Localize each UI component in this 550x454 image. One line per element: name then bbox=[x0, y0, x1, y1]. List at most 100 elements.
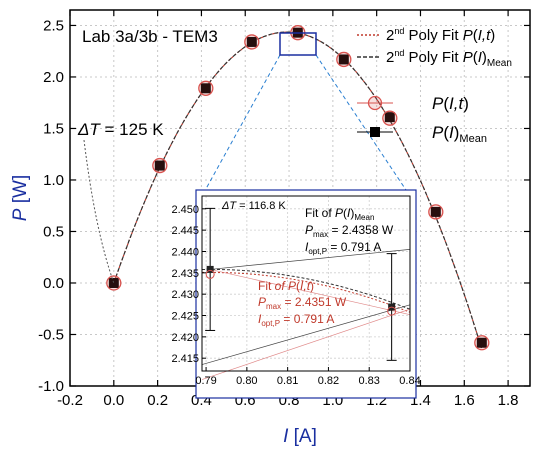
inset-fit-pt bbox=[201, 271, 411, 313]
point-mean bbox=[384, 112, 395, 123]
zoom-box bbox=[279, 32, 317, 56]
inset-pt-iopt: Iopt,P = 0.791 A bbox=[258, 312, 334, 328]
inset-mean-fit-sub: Mean bbox=[354, 213, 374, 222]
y-tick-label: 2.5 bbox=[43, 17, 64, 34]
inset-x-tick-label: 0.84 bbox=[399, 375, 420, 387]
legend-var: I,t bbox=[449, 94, 464, 113]
legend-text: Poly Fit bbox=[404, 49, 462, 66]
legend-text-fit-pt: 2nd Poly Fit P(I,t) bbox=[386, 26, 495, 44]
iopt-value: = 0.791 A bbox=[280, 312, 334, 326]
legend-var: I bbox=[449, 123, 454, 142]
inset-point-mean bbox=[206, 265, 214, 273]
x-tick-label: 0.0 bbox=[103, 392, 124, 409]
inset-pt-fit-paren: ( bbox=[296, 279, 300, 293]
legend-text: Poly Fit bbox=[404, 27, 462, 44]
legend-paren: ) bbox=[463, 94, 469, 113]
inset-chart: 0.79 0.80 0.81 0.82 0.83 0.84 2.415 2.420 2.425 2… bbox=[171, 189, 421, 399]
iopt-var: I bbox=[305, 240, 309, 254]
x-tick-label: 0.2 bbox=[147, 392, 168, 409]
inset-y-tick-label: 2.435 bbox=[171, 268, 199, 280]
y-tick-label: 2.0 bbox=[43, 69, 64, 86]
inset-mean-fit-var: I bbox=[347, 206, 351, 220]
main-axes: -0.2 0.0 0.2 0.4 0.6 0.8 1.0 1.2 1.4 1.6 1.8-1.0-0… bbox=[38, 9, 531, 409]
pmax-value: = 2.4351 W bbox=[281, 295, 347, 309]
point-mean bbox=[200, 83, 211, 94]
inset-point-pt bbox=[387, 306, 397, 316]
point-pt bbox=[152, 157, 168, 174]
inset-y-tick-label: 2.415 bbox=[171, 353, 199, 365]
inset-mean-fit-title: Fit of P(I)Mean bbox=[305, 206, 374, 222]
y-axis-var: P bbox=[10, 208, 31, 221]
inset-mean-fit-paren: ) bbox=[350, 206, 354, 220]
point-pt bbox=[336, 51, 352, 68]
inset-mean-iopt: Iopt,P = 0.791 A bbox=[305, 240, 381, 256]
y-axis-unit: [W] bbox=[10, 175, 31, 209]
x-axis-var: I bbox=[283, 426, 289, 447]
pmax-value: = 2.4358 W bbox=[328, 223, 394, 237]
point-mean bbox=[338, 54, 349, 65]
point-pt bbox=[106, 275, 122, 291]
legend-swatch-points-pt bbox=[367, 95, 383, 111]
inset-x-tick-label: 0.79 bbox=[195, 375, 216, 387]
y-tick-label: -1.0 bbox=[38, 378, 64, 395]
point-mean bbox=[430, 206, 441, 217]
legend-var: P bbox=[432, 94, 444, 113]
inset-ref-line bbox=[210, 249, 411, 270]
zoom-connector-right bbox=[315, 54, 411, 197]
legend-text-fit-mean: 2nd Poly Fit P(I)Mean bbox=[386, 48, 512, 69]
delta-t-leader bbox=[83, 139, 115, 284]
legend-var: P bbox=[463, 27, 473, 44]
legend-sup: nd bbox=[394, 48, 404, 58]
inset-pt-fit-var: of P bbox=[275, 279, 296, 293]
inset-y-tick-label: 2.420 bbox=[171, 332, 199, 344]
inset-ref-line bbox=[210, 269, 411, 315]
point-pt bbox=[428, 204, 444, 220]
legend-paren: ( bbox=[473, 49, 478, 66]
iopt-sub: opt,P bbox=[261, 319, 280, 328]
inset-x-tick-label: 0.80 bbox=[236, 375, 257, 387]
legend-swatch-points-mean bbox=[370, 127, 380, 137]
zoom-connector-left bbox=[201, 54, 281, 197]
inset-ref-line bbox=[201, 308, 411, 380]
zoom-connector-lines bbox=[201, 54, 411, 197]
inset-y-tick-label: 2.445 bbox=[171, 225, 199, 237]
inset-point-pt bbox=[205, 269, 215, 279]
x-tick-label: 1.6 bbox=[454, 392, 475, 409]
legend-var: I bbox=[478, 49, 482, 66]
y-tick-label: -0.5 bbox=[38, 326, 64, 343]
legend: 2nd Poly Fit P(I,t)2nd Poly Fit P(I)Mean… bbox=[357, 26, 512, 145]
legend-var: P bbox=[463, 49, 473, 66]
legend-text-points-pt: P(I,t) bbox=[432, 94, 469, 113]
point-pt bbox=[198, 80, 214, 96]
y-tick-label: 1.0 bbox=[43, 172, 64, 189]
inset-y-tick-label: 2.450 bbox=[171, 204, 199, 216]
legend-sub: Mean bbox=[459, 133, 487, 145]
legend-var: P bbox=[432, 123, 444, 142]
legend-num: 2 bbox=[386, 49, 394, 66]
inset-y-tick-label: 2.440 bbox=[171, 246, 199, 258]
point-mean bbox=[154, 160, 165, 171]
delta-t-value: = 125 K bbox=[100, 120, 164, 139]
inset-ref-line bbox=[201, 304, 411, 365]
legend-paren: ( bbox=[473, 27, 478, 44]
x-tick-label: -0.2 bbox=[57, 392, 83, 409]
inset-y-tick-label: 2.425 bbox=[171, 311, 199, 323]
inset-x-tick-label: 0.81 bbox=[277, 375, 298, 387]
inset-mean-fit-var: P bbox=[335, 206, 343, 220]
point-mean bbox=[476, 337, 487, 348]
inset-x-tick-label: 0.82 bbox=[318, 375, 339, 387]
inset-mean-fit-paren: ( bbox=[343, 206, 347, 220]
legend-num: 2 bbox=[386, 27, 394, 44]
delta-t-symbol: ΔT bbox=[77, 120, 101, 139]
inset-delta-t-symbol: ΔT bbox=[221, 200, 237, 212]
lab-label: Lab 3a/3b - TEM3 bbox=[82, 27, 218, 46]
inset-pt-fit-prefix: Fit bbox=[258, 279, 275, 293]
inset-pt-fit-title: Fit of P(I,t) bbox=[258, 279, 314, 293]
legend-var: I,t bbox=[478, 27, 491, 44]
legend-sub: Mean bbox=[487, 58, 512, 69]
inset-mean-fit-prefix: Fit of bbox=[305, 206, 335, 220]
point-pt bbox=[244, 34, 260, 50]
pmax-var: P bbox=[305, 223, 313, 237]
point-mean bbox=[108, 277, 119, 288]
inset-frame bbox=[201, 195, 411, 372]
